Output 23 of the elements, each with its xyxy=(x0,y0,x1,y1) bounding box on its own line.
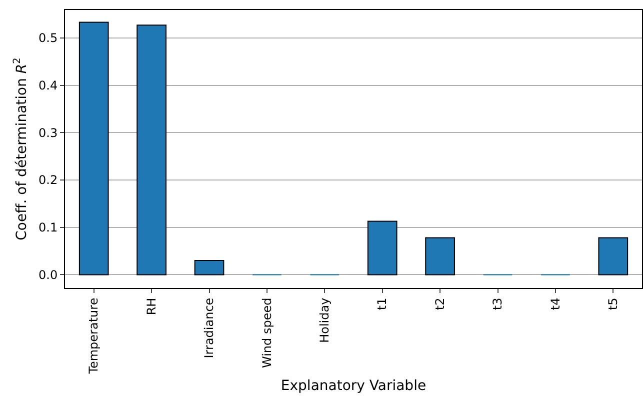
y-tick-label: 0.2 xyxy=(38,173,58,188)
x-axis-title: Explanatory Variable xyxy=(280,378,426,394)
x-tick-label: t5 xyxy=(606,298,620,310)
y-tick-label: 0.0 xyxy=(38,268,58,282)
x-tick-label: t4 xyxy=(548,298,562,310)
y-tick-label: 0.5 xyxy=(38,31,58,46)
x-tick-label: Wind speed xyxy=(260,298,274,368)
bar xyxy=(367,220,398,276)
x-tick-label: t3 xyxy=(490,298,505,310)
bar xyxy=(425,237,455,276)
x-tick-label: t2 xyxy=(432,298,447,310)
bar xyxy=(194,260,224,276)
x-tick-label: Temperature xyxy=(86,298,101,375)
y-tick-label: 0.4 xyxy=(38,78,58,92)
bar xyxy=(78,22,109,276)
x-tick-label: Holiday xyxy=(318,298,332,343)
x-tick-label: Irradiance xyxy=(202,298,216,358)
y-tick-label: 0.3 xyxy=(38,126,58,140)
x-tick-label: t1 xyxy=(375,298,390,310)
x-tick-label: RH xyxy=(144,298,158,316)
y-tick-label: 0.1 xyxy=(38,220,58,235)
bar xyxy=(136,24,166,276)
bar xyxy=(598,237,628,276)
